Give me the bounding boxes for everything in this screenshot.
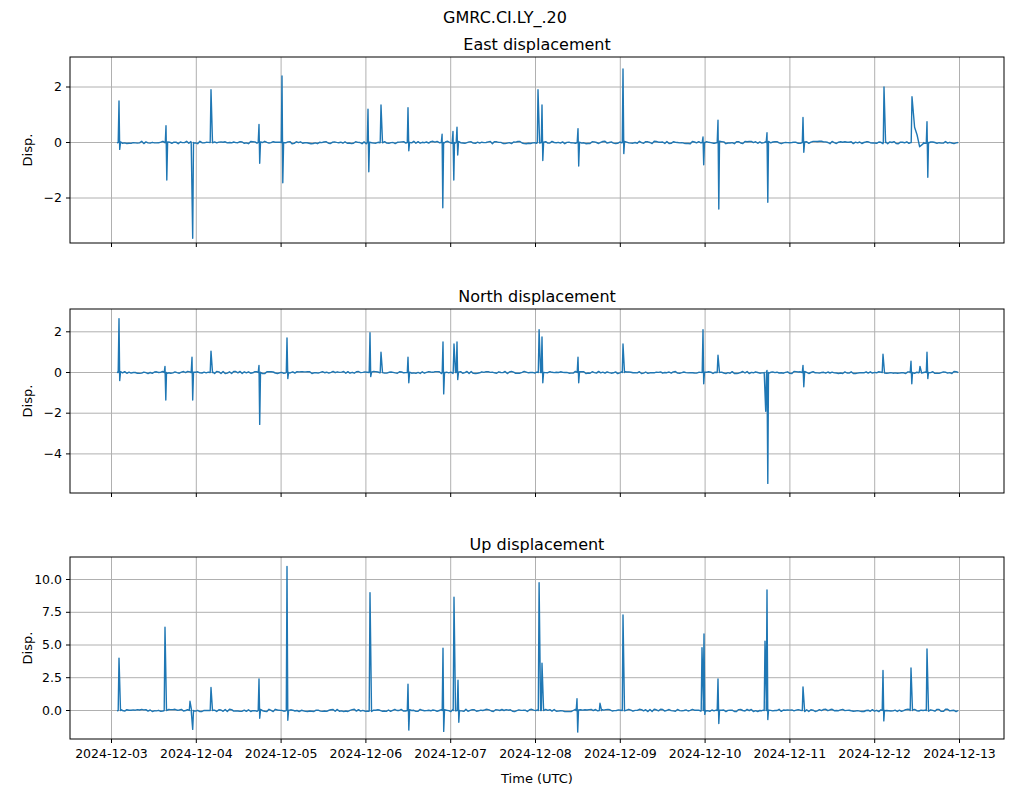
x-tick-label: 2024-12-12 [838, 746, 911, 761]
y-tick-label: 10.0 [34, 572, 62, 587]
matplotlib-figure: 2 0 −2 2 0 −2 −4 10.0 7.5 5.0 2.5 0.0 2024-12-03 2024… [0, 0, 1010, 795]
y-tick-label: 5.0 [42, 637, 62, 652]
x-tick-label: 2024-12-11 [754, 746, 827, 761]
xlabel: Time (UTC) [70, 771, 1004, 786]
ylabel-north: Disp. [20, 385, 35, 418]
x-tick-label: 2024-12-06 [330, 746, 403, 761]
y-tick-label: −4 [44, 446, 62, 461]
x-tick-label: 2024-12-07 [414, 746, 487, 761]
y-tick-label: −2 [44, 190, 62, 205]
figure-suptitle: GMRC.CI.LY_.20 [0, 8, 1010, 27]
x-tick-label: 2024-12-09 [584, 746, 657, 761]
x-tick-label: 2024-12-10 [669, 746, 742, 761]
x-tick-label: 2024-12-04 [160, 746, 233, 761]
y-tick-label: 0 [54, 135, 62, 150]
y-tick-label: 2 [54, 79, 62, 94]
figure-canvas: 2 0 −2 2 0 −2 −4 10.0 7.5 5.0 2.5 0.0 2024-12-03 2024… [0, 0, 1010, 795]
y-tick-label: 7.5 [42, 604, 62, 619]
subplot-title-up: Up displacement [70, 535, 1004, 554]
ylabel-east: Disp. [20, 134, 35, 167]
y-tick-label: −2 [44, 405, 62, 420]
figure-background [0, 0, 1010, 795]
subplot-title-east: East displacement [70, 35, 1004, 54]
y-tick-label: 0 [54, 365, 62, 380]
x-tick-label: 2024-12-03 [75, 746, 148, 761]
x-tick-label: 2024-12-05 [245, 746, 318, 761]
y-tick-label: 2 [54, 324, 62, 339]
subplot-title-north: North displacement [70, 287, 1004, 306]
x-tick-label: 2024-12-13 [923, 746, 996, 761]
y-tick-label: 0.0 [42, 703, 62, 718]
x-tick-label: 2024-12-08 [499, 746, 572, 761]
y-tick-label: 2.5 [42, 670, 62, 685]
ylabel-up: Disp. [20, 632, 35, 665]
